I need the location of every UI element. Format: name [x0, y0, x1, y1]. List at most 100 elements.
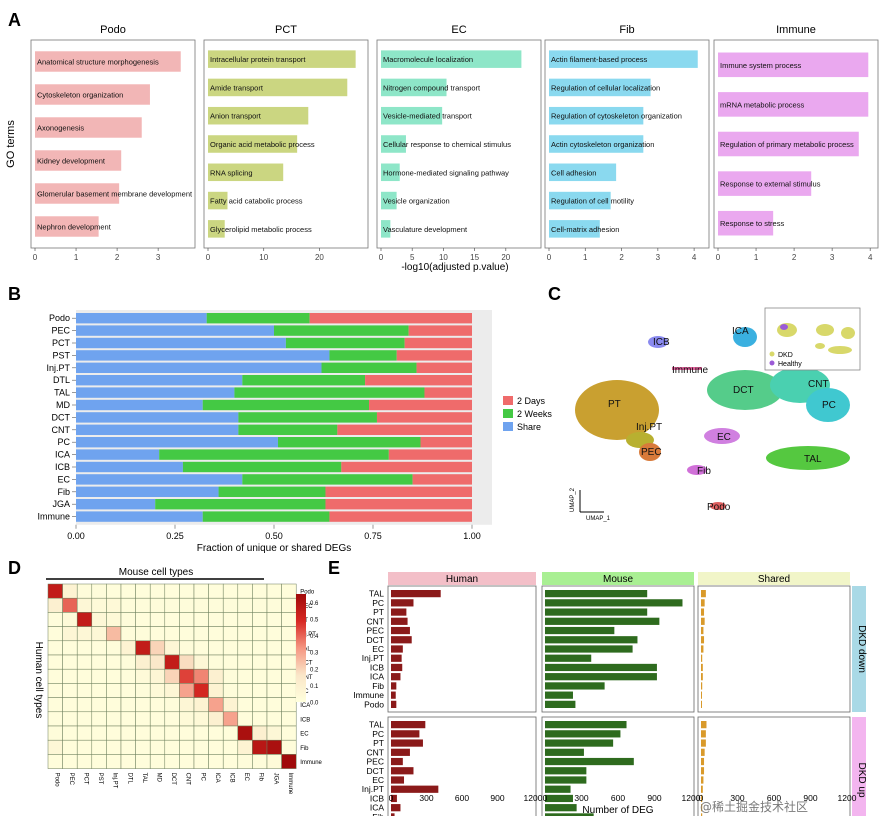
heatmap-ylabel: Human cell types [33, 642, 44, 719]
heatmap-cell [281, 725, 297, 741]
go-term-bar [549, 191, 611, 210]
heatmap-cell [193, 725, 209, 741]
panel-label-e: E [328, 558, 340, 578]
stacked-bar-segment [76, 474, 243, 485]
heatmap-cell [208, 683, 224, 698]
stacked-bar-segment [76, 399, 203, 411]
go-term-bar [35, 150, 122, 171]
heatmap-cell [237, 626, 253, 642]
heatmap-cell [62, 739, 78, 755]
group-strip [852, 717, 866, 816]
stacked-bar-segment [388, 449, 472, 460]
heatmap-cell [193, 612, 209, 627]
heatmap-cell [76, 640, 93, 656]
heatmap-cell [76, 711, 93, 727]
go-term-bar [35, 117, 142, 138]
x-tick-label: 0.50 [265, 531, 283, 541]
umap-cluster-podo [710, 502, 726, 510]
stacked-bar-segment [365, 375, 472, 386]
category-label: Inj.PT [362, 653, 384, 663]
stacked-bar-segment [309, 313, 472, 324]
heatmap-cell [135, 697, 151, 713]
legend-swatch-dkd [769, 351, 775, 357]
category-label: PC [372, 729, 384, 739]
stacked-bar-segment [76, 325, 274, 336]
stacked-bar-segment [76, 313, 207, 324]
heatmap-cell [252, 668, 268, 684]
heatmap-cell [179, 697, 195, 713]
heatmap-cell [91, 597, 107, 613]
x-tick-label: 900 [647, 793, 661, 803]
deg-bar [545, 776, 587, 784]
x-tick-label: 3 [656, 253, 661, 262]
heatmap-cell [91, 612, 107, 627]
facet-frame [30, 39, 196, 249]
heatmap-cell [164, 754, 180, 769]
go-term-label: Response to stress [720, 219, 784, 228]
heatmap-cell [149, 626, 166, 642]
facet-title: Mouse [603, 574, 633, 585]
heatmap-cell [106, 739, 122, 755]
go-term-bar [549, 135, 644, 153]
go-term-bar [718, 92, 869, 117]
heatmap-row-label: EC [300, 732, 309, 738]
deg-bar [701, 608, 705, 616]
stacked-bar-segment [76, 387, 235, 398]
heatmap-cell [281, 640, 297, 656]
deg-bar [391, 673, 401, 681]
go-term-label: Axonogenesis [37, 124, 84, 133]
stacked-bar-segment [76, 350, 330, 361]
heatmap-col-label: ICB [229, 773, 235, 783]
go-term-bar [35, 216, 99, 237]
xlabel-neglog10-p: -log10(adjusted p.value) [401, 262, 508, 273]
umap-inset-blob [815, 343, 825, 349]
heatmap-cell [106, 668, 122, 684]
go-term-label: Vesicle organization [383, 197, 450, 206]
heatmap-cell [179, 754, 195, 769]
deg-bar [545, 599, 683, 607]
stacked-bar-segment [234, 387, 425, 398]
go-term-label: Vesicle-mediated transport [383, 112, 473, 121]
category-label: PEC [367, 626, 384, 636]
heatmap-cell [149, 583, 166, 599]
x-tick-label: 2 [115, 253, 120, 262]
heatmap-cell [179, 668, 195, 684]
deg-bar [701, 663, 703, 672]
stacked-bar-segment [202, 399, 370, 411]
heatmap-cell [135, 683, 151, 698]
category-label: PCT [52, 338, 71, 348]
deg-bar [391, 757, 403, 766]
legend-label: 2 Weeks [517, 409, 552, 419]
stacked-bar-segment [416, 362, 472, 373]
go-term-bar [718, 210, 774, 236]
go-term-bar [549, 220, 600, 238]
x-tick-label: 20 [501, 253, 510, 262]
facet-strip-podo [31, 20, 195, 38]
heatmap-row-label: ICB [300, 717, 310, 723]
x-tick-label: 600 [767, 793, 781, 803]
heatmap-cell [135, 612, 151, 627]
heatmap-cell [252, 597, 268, 613]
go-term-bar [35, 84, 150, 105]
go-term-label: Cytoskeleton organization [37, 91, 123, 100]
heatmap-cell [222, 697, 239, 713]
stacked-bar-segment [202, 511, 330, 522]
heatmap-cell [164, 654, 180, 670]
xlabel-number-of-deg: Number of DEG [582, 805, 653, 816]
category-label: TAL [54, 388, 70, 398]
heatmap-cell [120, 583, 136, 599]
heatmap-cell [91, 739, 107, 755]
facet-title: Shared [758, 574, 790, 585]
deg-bar [391, 608, 407, 616]
go-term-bar [208, 50, 356, 68]
x-tick-label: 1 [583, 253, 588, 262]
heatmap-cell [120, 739, 136, 755]
panel-b-deg-fractions: Podo PEC PCT PST Inj.PT DTL TAL MD DCT CNT PC ICA IC… [37, 310, 552, 554]
heatmap-cell [135, 597, 151, 613]
heatmap-col-label: PCT [83, 773, 89, 785]
category-label: ICA [55, 450, 70, 460]
category-label: PEC [367, 757, 384, 767]
legend-label: 2 Days [517, 396, 546, 406]
heatmap-cell [252, 739, 268, 755]
heatmap-cell [76, 612, 93, 627]
